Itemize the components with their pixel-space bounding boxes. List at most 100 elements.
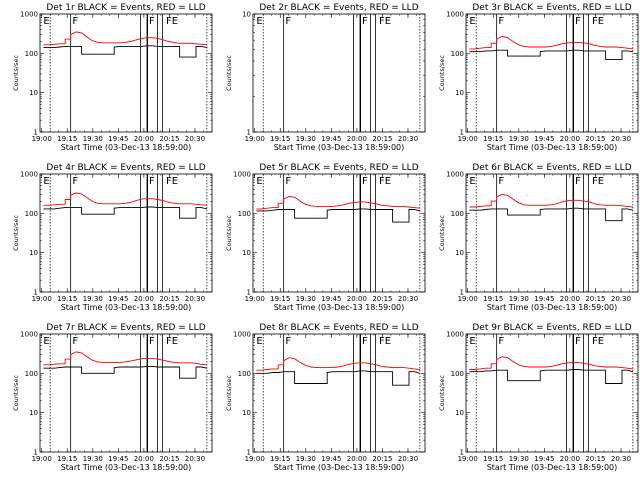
- event-marker-label: F: [72, 176, 78, 187]
- y-tick-label: 10: [29, 89, 38, 97]
- x-tick-label: 20:15: [585, 135, 605, 143]
- plot-frame: [465, 13, 639, 133]
- event-marker-label: E: [256, 336, 262, 347]
- event-marker-label: FE: [166, 336, 178, 347]
- y-tick-label: 1000: [446, 331, 464, 339]
- series-line-lld: [43, 31, 207, 46]
- y-tick-label: 10: [242, 11, 251, 19]
- series-line-lld: [469, 356, 633, 370]
- x-tick-label: 19:45: [108, 135, 128, 143]
- panel-title: Det 1r BLACK = Events, RED = LLD: [46, 3, 205, 13]
- event-marker-label: F: [149, 176, 155, 187]
- y-tick-label: 10: [455, 249, 464, 257]
- series-line-events: [43, 206, 208, 219]
- plot-frame: [465, 333, 639, 453]
- y-tick-label: 1: [247, 289, 251, 297]
- x-axis-label: Start Time (03-Dec-13 18:59:00): [274, 303, 405, 312]
- x-tick-label: 19:00: [245, 295, 265, 303]
- y-tick-label: 100: [451, 370, 464, 378]
- y-axis-label: Counts/sec: [225, 55, 233, 91]
- x-tick-label: 19:15: [57, 295, 77, 303]
- x-tick-label: 20:30: [611, 455, 631, 463]
- x-axis-label: Start Time (03-Dec-13 18:59:00): [487, 463, 618, 472]
- x-axis-label: Start Time (03-Dec-13 18:59:00): [487, 303, 618, 312]
- y-tick-label: 10: [29, 409, 38, 417]
- x-axis-label: Start Time (03-Dec-13 18:59:00): [61, 303, 192, 312]
- event-marker-label: FE: [379, 176, 391, 187]
- y-tick-label: 1: [247, 449, 251, 457]
- y-tick-label: 1000: [20, 11, 38, 19]
- x-tick-label: 19:15: [270, 455, 290, 463]
- x-tick-label: 19:30: [296, 295, 316, 303]
- x-tick-label: 20:30: [185, 455, 205, 463]
- x-tick-label: 20:00: [134, 135, 154, 143]
- x-axis-label: Start Time (03-Dec-13 18:59:00): [274, 143, 405, 152]
- panel-title: Det 3r BLACK = Events, RED = LLD: [472, 3, 631, 13]
- event-marker-label: F: [285, 16, 291, 27]
- panel-det-6: Det 6r BLACK = Events, RED = LLD 1 10 100 10…: [438, 163, 639, 312]
- y-tick-label: 10: [242, 249, 251, 257]
- plot-frame: [39, 333, 213, 453]
- y-tick-label: 1: [247, 129, 251, 137]
- x-tick-label: 19:00: [458, 135, 478, 143]
- series-line-events: [469, 369, 634, 384]
- y-tick-label: 1: [34, 129, 38, 137]
- y-tick-label: 10: [455, 409, 464, 417]
- series-line-lld: [43, 351, 207, 366]
- event-marker-label: F: [575, 176, 581, 187]
- panel-det-5: Det 5r BLACK = Events, RED = LLD 1 10 100 10…: [225, 163, 426, 312]
- plot-frame: [252, 333, 426, 453]
- event-marker-label: F: [575, 16, 581, 27]
- panel-det-1: Det 1r BLACK = Events, RED = LLD 1 10 100 10…: [12, 3, 213, 152]
- x-tick-label: 19:00: [32, 455, 52, 463]
- x-tick-label: 19:45: [321, 295, 341, 303]
- y-axis-label: Counts/sec: [225, 375, 233, 411]
- x-axis-label: Start Time (03-Dec-13 18:59:00): [487, 143, 618, 152]
- x-tick-label: 19:45: [534, 455, 554, 463]
- event-marker-label: F: [498, 16, 504, 27]
- x-tick-label: 19:30: [83, 135, 103, 143]
- panel-det-4: Det 4r BLACK = Events, RED = LLD 1 10 100 10…: [12, 163, 213, 312]
- x-tick-label: 20:00: [134, 295, 154, 303]
- x-tick-label: 19:45: [321, 135, 341, 143]
- series-line-events: [43, 45, 207, 58]
- x-tick-label: 19:30: [296, 455, 316, 463]
- event-marker-label: FE: [379, 16, 391, 27]
- event-marker-label: F: [285, 336, 291, 347]
- panel-det-9: Det 9r BLACK = Events, RED = LLD 1 10 100 10…: [438, 323, 639, 472]
- x-tick-label: 20:00: [347, 455, 367, 463]
- y-axis-label: Counts/sec: [12, 375, 20, 411]
- x-axis-label: Start Time (03-Dec-13 18:59:00): [61, 143, 192, 152]
- y-axis-label: Counts/sec: [225, 215, 233, 251]
- event-marker-label: E: [469, 176, 475, 187]
- x-tick-label: 20:15: [159, 295, 179, 303]
- y-tick-label: 10: [455, 89, 464, 97]
- event-marker-label: F: [498, 336, 504, 347]
- y-tick-label: 10: [29, 249, 38, 257]
- series-line-events: [256, 208, 421, 223]
- plot-frame: [39, 13, 213, 133]
- x-tick-label: 20:15: [372, 455, 392, 463]
- event-marker-label: FE: [166, 16, 178, 27]
- x-tick-label: 19:15: [483, 295, 503, 303]
- series-line-events: [43, 365, 207, 379]
- y-tick-label: 100: [238, 210, 251, 218]
- event-marker-label: E: [469, 336, 475, 347]
- x-tick-label: 19:30: [509, 135, 529, 143]
- x-tick-label: 20:00: [134, 455, 154, 463]
- event-marker-label: F: [362, 176, 368, 187]
- y-tick-label: 1000: [233, 171, 251, 179]
- x-tick-label: 20:00: [560, 135, 580, 143]
- x-tick-label: 20:15: [372, 135, 392, 143]
- event-marker-label: F: [72, 16, 78, 27]
- event-marker-label: E: [469, 16, 475, 27]
- event-marker-label: E: [43, 16, 49, 27]
- x-tick-label: 20:30: [398, 135, 418, 143]
- y-axis-label: Counts/sec: [438, 55, 446, 91]
- y-axis-label: Counts/sec: [12, 215, 20, 251]
- x-tick-label: 20:00: [347, 295, 367, 303]
- plot-frame: [39, 173, 213, 293]
- x-tick-label: 19:30: [509, 455, 529, 463]
- panel-title: Det 4r BLACK = Events, RED = LLD: [46, 163, 205, 173]
- event-marker-label: FE: [379, 336, 391, 347]
